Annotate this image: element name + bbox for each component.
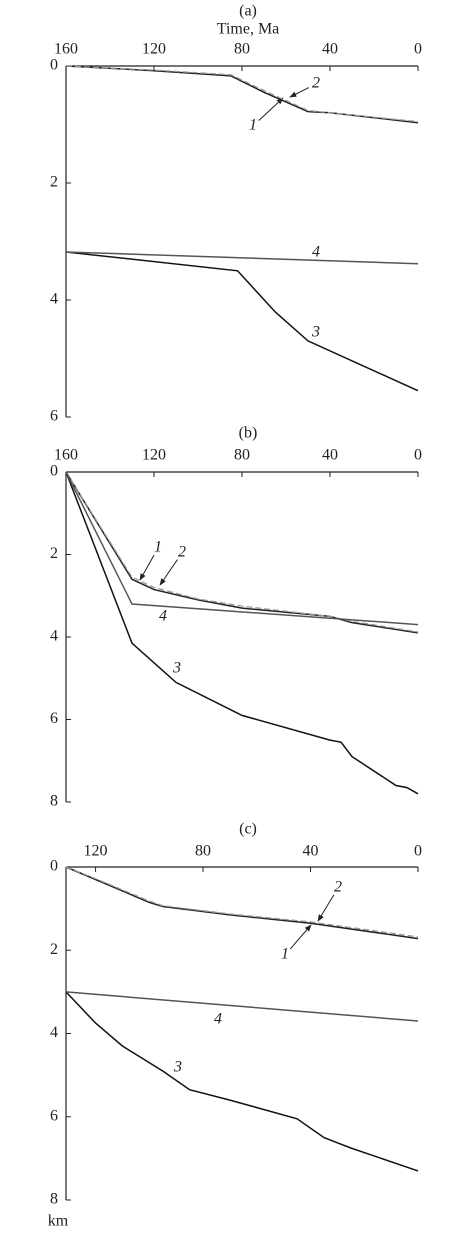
label-arrow — [139, 554, 155, 581]
label-arrow — [317, 894, 335, 922]
line-series — [65, 471, 419, 626]
line-series — [65, 65, 419, 123]
x-tick-label: 160 — [54, 447, 78, 464]
line-series — [65, 65, 419, 124]
series-label: 1 — [281, 946, 289, 963]
label-arrow — [289, 87, 310, 98]
x-tick-label: 80 — [234, 447, 250, 464]
y-tick-label: 2 — [50, 941, 58, 958]
y-tick-label: 6 — [50, 408, 58, 425]
series-label: 4 — [159, 608, 167, 625]
y-tick-label: 0 — [50, 463, 58, 480]
line-series — [65, 471, 419, 633]
line-series — [65, 471, 419, 634]
series-label: 2 — [312, 75, 320, 92]
y-tick-label: 2 — [50, 174, 58, 191]
x-tick-label: 120 — [142, 41, 166, 58]
panel-title: (b) — [239, 425, 258, 442]
x-tick-label: 0 — [414, 41, 422, 58]
y-tick-label: 8 — [50, 1191, 58, 1208]
y-tick-label: 4 — [50, 291, 58, 308]
y-tick-label: 2 — [50, 545, 58, 562]
series-label: 4 — [214, 1011, 222, 1028]
x-tick-label: 40 — [322, 41, 338, 58]
series-label: 1 — [154, 539, 162, 556]
line-series — [65, 251, 419, 392]
label-arrow — [159, 559, 178, 586]
x-tick-label: 80 — [234, 41, 250, 58]
y-tick-label: 0 — [50, 57, 58, 74]
x-tick-label: 80 — [195, 843, 211, 860]
y-tick-label: 8 — [50, 793, 58, 810]
y-axis-title: km — [48, 1213, 69, 1230]
line-series — [65, 251, 419, 265]
series-label: 2 — [334, 879, 342, 896]
y-tick-label: 4 — [50, 628, 58, 645]
x-tick-label: 0 — [414, 843, 422, 860]
y-tick-label: 0 — [50, 858, 58, 875]
series-label: 3 — [173, 1059, 182, 1076]
series-label: 4 — [312, 244, 320, 261]
label-arrow — [258, 97, 284, 121]
x-tick-label: 40 — [322, 447, 338, 464]
y-tick-label: 6 — [50, 710, 58, 727]
line-series — [65, 991, 419, 1172]
y-tick-label: 4 — [50, 1024, 58, 1041]
x-tick-label: 120 — [84, 843, 108, 860]
x-tick-label: 40 — [303, 843, 319, 860]
x-tick-label: 120 — [142, 447, 166, 464]
panel-title: (a) — [239, 3, 257, 20]
line-series — [65, 471, 419, 795]
x-tick-label: 160 — [54, 41, 78, 58]
series-label: 2 — [178, 544, 186, 561]
panel-title: (c) — [239, 821, 257, 838]
y-tick-label: 6 — [50, 1107, 58, 1124]
line-series — [65, 866, 419, 940]
x-axis-title: Time, Ma — [217, 21, 280, 38]
line-series — [65, 866, 419, 938]
x-tick-label: 0 — [414, 447, 422, 464]
series-label: 1 — [249, 117, 257, 134]
line-series — [65, 991, 419, 1022]
series-label: 3 — [311, 324, 320, 341]
label-arrow — [289, 924, 312, 950]
series-label: 3 — [172, 660, 181, 677]
